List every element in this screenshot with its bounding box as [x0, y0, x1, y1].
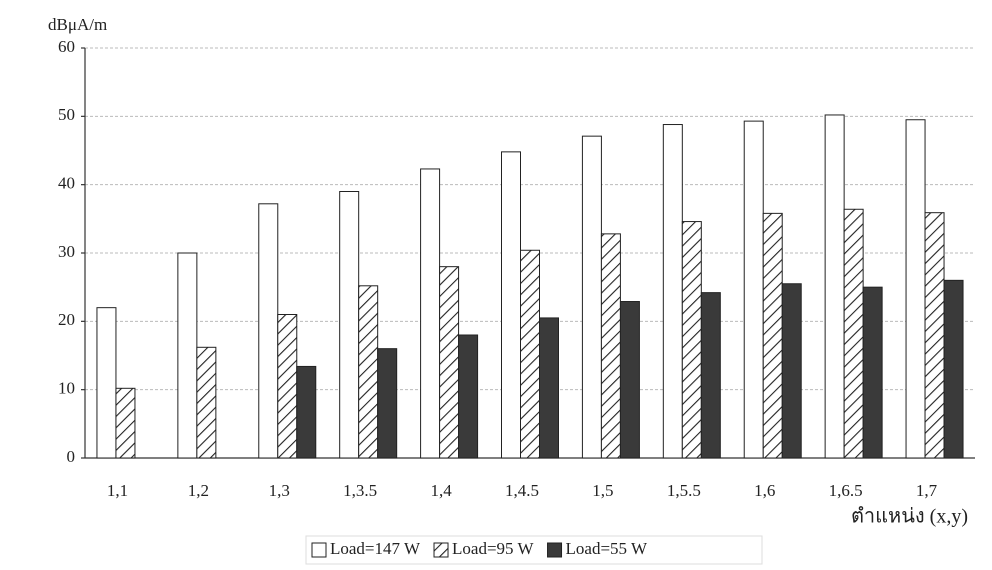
x-tick-label: 1,6	[754, 481, 775, 500]
y-tick-label: 30	[58, 242, 75, 261]
bar	[601, 234, 620, 458]
bar	[844, 209, 863, 458]
x-tick-label: 1,3.5	[343, 481, 377, 500]
y-tick-label: 50	[58, 105, 75, 124]
x-tick-label: 1,4	[430, 481, 452, 500]
x-tick-label: 1,3	[269, 481, 290, 500]
bar	[197, 347, 216, 458]
legend-swatch	[434, 543, 448, 557]
bar	[178, 253, 197, 458]
x-tick-label: 1,6.5	[829, 481, 863, 500]
bar	[744, 121, 763, 458]
bar	[944, 280, 963, 458]
bar	[378, 349, 397, 458]
bar	[421, 169, 440, 458]
x-tick-label: 1,1	[107, 481, 128, 500]
y-tick-label: 10	[58, 379, 75, 398]
bar	[906, 120, 925, 458]
bar	[340, 192, 359, 459]
bar	[97, 308, 116, 458]
x-tick-label: 1,5	[592, 481, 613, 500]
bar	[459, 335, 478, 458]
bar	[278, 315, 297, 459]
x-tick-label: 1,5.5	[667, 481, 701, 500]
y-tick-label: 60	[58, 37, 75, 56]
bar	[582, 136, 601, 458]
x-axis-label: ตำแหน่ง (x,y)	[851, 506, 968, 528]
bar	[359, 286, 378, 458]
bar	[620, 302, 639, 458]
bar	[297, 366, 316, 458]
bar	[701, 293, 720, 458]
bar	[863, 287, 882, 458]
legend-swatch	[548, 543, 562, 557]
bar	[440, 267, 459, 458]
legend-label: Load=95 W	[452, 539, 534, 558]
y-tick-label: 40	[58, 174, 75, 193]
legend-swatch	[312, 543, 326, 557]
chart: dBμA/m ตำแหน่ง (x,y) Load=147 W Load=95 W…	[0, 0, 992, 570]
y-tick-label: 20	[58, 310, 75, 329]
bar	[259, 204, 278, 458]
bar	[682, 222, 701, 458]
legend-label: Load=55 W	[566, 539, 648, 558]
bar	[763, 213, 782, 458]
bar	[502, 152, 521, 458]
bar	[540, 318, 559, 458]
y-tick-label: 0	[67, 447, 76, 466]
x-tick-label: 1,4.5	[505, 481, 539, 500]
x-tick-label: 1,2	[188, 481, 209, 500]
bar	[116, 388, 135, 458]
y-axis-label: dBμA/m	[48, 15, 107, 34]
bar	[825, 115, 844, 458]
bar	[521, 250, 540, 458]
bar	[782, 284, 801, 458]
bar	[663, 125, 682, 458]
legend-label: Load=147 W	[330, 539, 421, 558]
x-tick-label: 1,7	[916, 481, 938, 500]
bar	[925, 213, 944, 458]
